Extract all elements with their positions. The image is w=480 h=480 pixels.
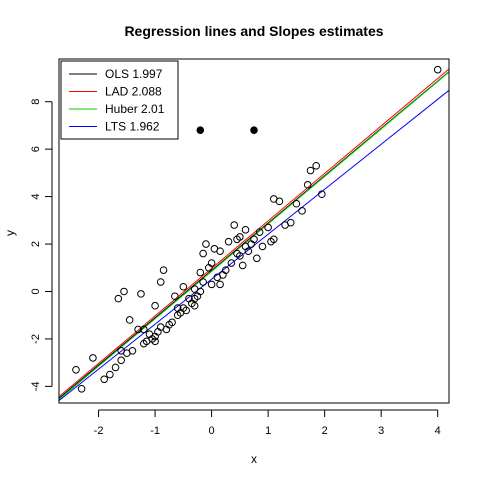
y-tick-label: -2 — [30, 334, 42, 344]
data-point — [139, 339, 148, 348]
data-point — [89, 354, 97, 362]
outlier-point — [250, 126, 258, 134]
data-point — [207, 280, 216, 289]
data-point — [253, 254, 261, 263]
data-point — [77, 384, 86, 393]
x-tick-label: 1 — [265, 425, 271, 437]
data-point — [182, 306, 190, 315]
data-point — [123, 349, 131, 357]
data-point — [196, 287, 205, 296]
data-point — [255, 228, 264, 236]
data-point — [318, 190, 326, 199]
data-point — [137, 290, 145, 298]
y-tick-label: -4 — [30, 382, 42, 392]
x-tick-label: 2 — [322, 425, 328, 437]
data-point — [216, 247, 224, 255]
legend-label: Huber 2.01 — [105, 102, 165, 116]
data-point — [244, 247, 253, 255]
data-point — [233, 235, 241, 244]
plot-frame — [58, 58, 450, 404]
data-point — [207, 259, 216, 267]
y-tick-label: 2 — [30, 241, 42, 247]
data-point — [179, 282, 188, 291]
x-tick-label: -2 — [94, 425, 104, 437]
y-tick-label: 4 — [30, 194, 42, 200]
data-point — [159, 266, 168, 274]
y-tick-label: 6 — [30, 146, 42, 152]
data-point — [298, 207, 306, 215]
data-point — [190, 294, 199, 303]
data-point — [106, 370, 114, 379]
data-point — [258, 242, 267, 251]
data-point — [306, 166, 315, 175]
legend-label: OLS 1.997 — [105, 67, 163, 81]
data-point — [151, 301, 159, 310]
data-point — [312, 161, 320, 170]
data-point — [114, 294, 123, 303]
data-point — [156, 323, 165, 331]
data-point — [156, 278, 165, 286]
data-point — [173, 304, 182, 312]
data-point — [125, 316, 134, 324]
legend-label: LAD 2.088 — [105, 85, 162, 99]
data-point — [250, 235, 258, 244]
data-point — [264, 223, 272, 232]
y-axis-label: y — [3, 230, 17, 236]
data-point — [238, 261, 247, 270]
data-point — [292, 199, 301, 208]
legend-label: LTS 1.962 — [105, 120, 160, 134]
data-point — [100, 375, 109, 384]
data-point — [117, 356, 125, 365]
y-tick-label: 8 — [30, 99, 42, 105]
data-point — [168, 318, 176, 327]
data-point — [171, 292, 179, 301]
data-point — [151, 337, 159, 346]
data-point — [221, 266, 230, 274]
data-point — [190, 301, 199, 310]
x-axis-label: x — [251, 452, 257, 466]
legend: OLS 1.997 LAD 2.088 Huber 2.01 LTS 1.962 — [60, 60, 179, 140]
data-point — [230, 221, 239, 229]
data-point — [303, 180, 312, 189]
chart-title: Regression lines and Slopes estimates — [124, 23, 383, 39]
plot-area — [59, 65, 449, 402]
axes: -2 -1 0 1 2 3 4 -4 -2 0 2 4 6 8 — [30, 58, 450, 437]
data-point — [433, 65, 442, 74]
data-point — [134, 325, 142, 334]
data-point — [196, 268, 205, 277]
outlier-point — [196, 126, 205, 134]
data-point — [216, 280, 224, 289]
data-point — [286, 218, 295, 227]
y-tick-label: 0 — [30, 288, 42, 294]
data-point — [227, 259, 236, 267]
data-point — [224, 237, 233, 246]
data-point — [111, 363, 120, 372]
data-point — [241, 226, 250, 234]
data-point — [202, 240, 210, 248]
regression-line-2 — [59, 68, 449, 397]
data-point — [199, 249, 207, 258]
data-point — [269, 235, 278, 244]
data-point — [120, 287, 128, 296]
x-tick-label: 0 — [209, 425, 215, 437]
x-tick-label: -1 — [150, 425, 160, 437]
data-point — [236, 252, 244, 260]
data-point — [275, 197, 284, 206]
data-point — [139, 325, 148, 334]
x-tick-label: 4 — [435, 425, 441, 437]
data-point — [199, 278, 207, 286]
x-tick-label: 3 — [378, 425, 384, 437]
data-point — [72, 365, 80, 374]
